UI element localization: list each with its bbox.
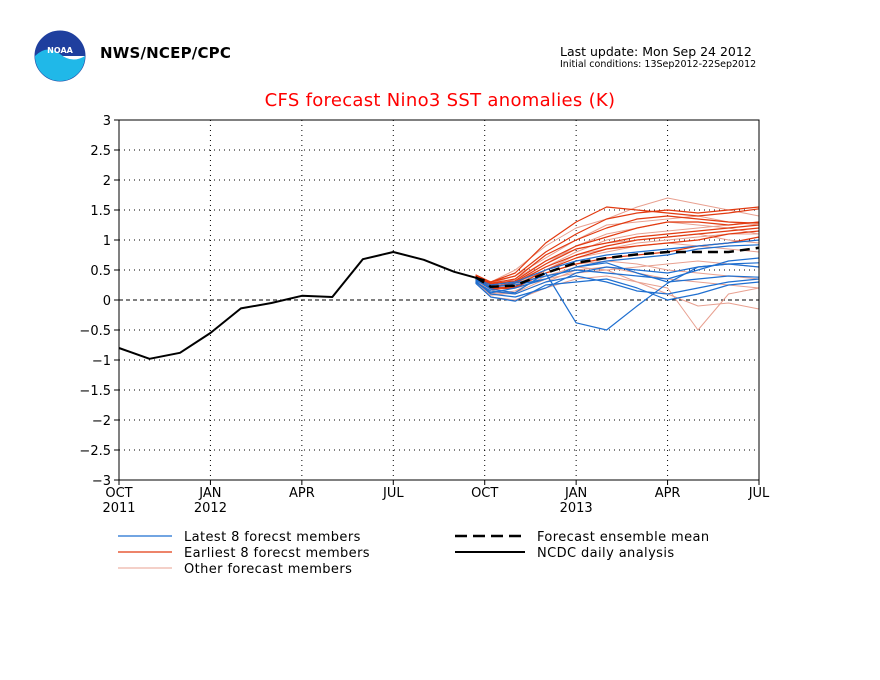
noaa-logo: NOAA — [34, 30, 86, 82]
other-member-line — [475, 275, 760, 310]
earliest-member-line — [475, 206, 760, 283]
legend-label-latest: Latest 8 forecst members — [184, 530, 361, 545]
x-tick-label: JUL — [382, 486, 404, 501]
y-tick-label: −1.5 — [79, 384, 111, 399]
x-tick-label: JAN — [564, 486, 587, 501]
earliest-member-line — [475, 206, 760, 283]
legend-label-mean: Forecast ensemble mean — [537, 530, 709, 545]
x-tick-label: JUL — [748, 486, 770, 501]
ensemble-mean-line — [474, 246, 760, 289]
x-tick-label: OCT — [105, 486, 132, 501]
y-tick-label: 0.5 — [90, 264, 111, 279]
plot-frame — [118, 119, 760, 481]
earliest-member-line — [475, 221, 760, 285]
y-tick-label: −0.5 — [79, 324, 111, 339]
legend-label-analysis: NCDC daily analysis — [537, 546, 675, 561]
earliest-member-line — [475, 215, 760, 284]
y-tick-label: 2.5 — [90, 144, 111, 159]
y-tick-label: 2 — [103, 174, 111, 189]
x-tick-year: 2012 — [194, 501, 227, 516]
chart-title: CFS forecast Nino3 SST anomalies (K) — [264, 90, 616, 111]
x-tick-year: 2011 — [102, 501, 135, 516]
latest-member-line — [475, 262, 760, 298]
y-tick-label: 1 — [103, 234, 111, 249]
y-tick-label: 1.5 — [90, 204, 111, 219]
x-tick-label: OCT — [471, 486, 498, 501]
x-tick-label: APR — [655, 486, 681, 501]
initial-conditions: Initial conditions: 13Sep2012-22Sep2012 — [560, 59, 757, 70]
x-tick-year: 2013 — [560, 501, 593, 516]
series-layer — [118, 197, 760, 360]
y-tick-label: −2.5 — [79, 444, 111, 459]
x-tick-label: JAN — [198, 486, 221, 501]
y-tick-label: 0 — [103, 294, 111, 309]
logo-text: NOAA — [47, 46, 73, 55]
latest-member-line — [475, 278, 760, 302]
legend-label-earliest: Earliest 8 forecst members — [184, 546, 370, 561]
agency-label: NWS/NCEP/CPC — [100, 44, 232, 62]
y-axis: 3 2.5 2 1.5 1 0.5 0 −0.5 −1 −1.5 −2 −2.5 −3 — [79, 114, 119, 489]
latest-member-line — [475, 262, 760, 294]
latest-member-line — [475, 239, 760, 286]
analysis-line — [118, 251, 485, 360]
y-tick-label: −2 — [92, 414, 111, 429]
y-tick-label: −3 — [92, 474, 111, 489]
grid-lines — [119, 120, 759, 480]
legend-label-other: Other forecast members — [184, 562, 352, 577]
y-tick-label: −1 — [92, 354, 111, 369]
x-tick-label: APR — [289, 486, 315, 501]
y-tick-label: 3 — [103, 114, 111, 129]
latest-member-line — [475, 275, 760, 295]
last-update: Last update: Mon Sep 24 2012 — [560, 44, 752, 59]
